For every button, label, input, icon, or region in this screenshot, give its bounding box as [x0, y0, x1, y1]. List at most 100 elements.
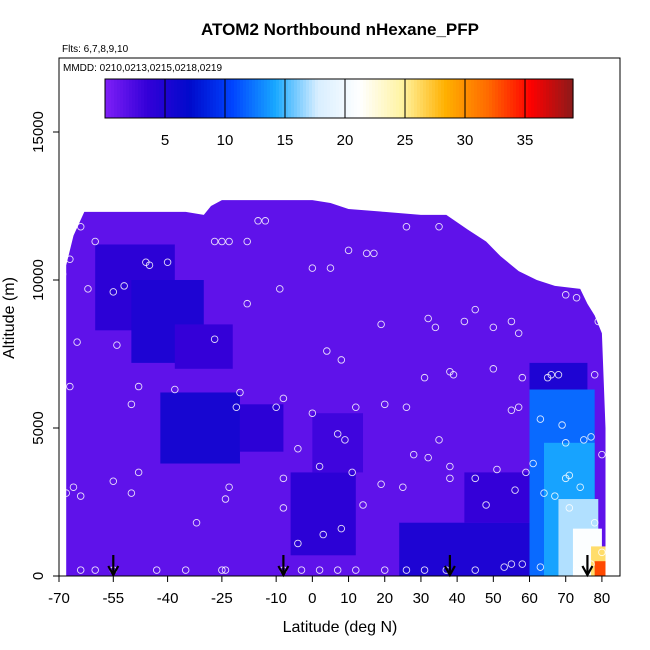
colorbar-segment: [429, 79, 433, 118]
colorbar-segment: [156, 79, 160, 118]
colorbar-segment: [303, 79, 307, 118]
colorbar-tick-label: 10: [217, 132, 234, 149]
colorbar-segment: [540, 79, 544, 118]
sample-point: [294, 539, 302, 548]
sample-point: [471, 474, 479, 483]
sample-point: [507, 317, 516, 326]
colorbar-segment: [306, 79, 310, 118]
sample-point: [297, 566, 306, 574]
sample-point: [243, 237, 251, 246]
colorbar-segment: [291, 79, 295, 118]
colorbar-segment: [216, 79, 220, 118]
sample-point: [333, 566, 342, 574]
colorbar-segment: [300, 79, 304, 118]
colorbar-segment: [450, 79, 454, 118]
sample-point: [420, 566, 429, 574]
colorbar-segment: [123, 79, 127, 118]
x-tick-label: 50: [485, 590, 502, 607]
sample-point: [424, 314, 432, 323]
sample-point: [236, 388, 244, 397]
sample-point: [511, 486, 519, 494]
colorbar-segment: [525, 79, 529, 118]
colorbar-segment: [501, 79, 505, 118]
sample-point: [399, 483, 407, 491]
sample-point: [554, 370, 563, 379]
colorbar-segment: [294, 79, 298, 118]
x-tick-label: -40: [157, 590, 179, 607]
colorbar-segment: [288, 79, 292, 118]
colorbar-segment: [171, 79, 175, 118]
colorbar-segment: [513, 79, 517, 118]
x-tick-label: 10: [340, 590, 357, 607]
colorbar-segment: [345, 79, 349, 118]
sample-point: [134, 382, 143, 391]
colorbar-segment: [114, 79, 118, 118]
colorbar-tick-label: 25: [397, 132, 414, 149]
sample-point: [66, 382, 74, 391]
colorbar-segment: [327, 79, 331, 118]
colorbar-segment: [555, 79, 559, 118]
x-tick-label: -70: [48, 590, 70, 607]
colorbar-segment: [252, 79, 256, 118]
colorbar-segment: [381, 79, 385, 118]
colorbar-segment: [414, 79, 418, 118]
sample-point: [471, 566, 479, 574]
y-tick-label: 5000: [30, 411, 47, 444]
sample-point: [540, 489, 548, 497]
chart-title: ATOM2 Northbound nHexane_PFP: [201, 20, 479, 39]
sample-point: [402, 403, 411, 412]
y-tick-label: 15000: [30, 111, 47, 153]
sample-point: [547, 370, 555, 379]
colorbar-segment: [390, 79, 394, 118]
colorbar-segment: [177, 79, 181, 118]
profile-arrow-head: [107, 565, 120, 578]
colorbar-segment: [297, 79, 301, 118]
colorbar-segment: [351, 79, 355, 118]
sample-point: [565, 504, 574, 512]
colorbar-segment: [462, 79, 466, 118]
colorbar-segment: [324, 79, 328, 118]
colorbar-segment: [420, 79, 424, 118]
profile-arrow-head: [443, 565, 456, 578]
sample-point: [276, 285, 284, 293]
sample-point: [529, 459, 537, 468]
sample-point: [507, 560, 516, 568]
colorbar-segment: [195, 79, 199, 118]
sample-point: [580, 436, 588, 444]
sample-point: [377, 480, 385, 488]
sample-point: [315, 462, 324, 471]
colorbar-segment: [141, 79, 145, 118]
colorbar-segment: [558, 79, 562, 118]
sample-point: [218, 566, 226, 574]
sample-point: [344, 246, 353, 255]
colorbar-segment: [246, 79, 250, 118]
colorbar-segment: [132, 79, 136, 118]
sample-point: [109, 288, 118, 296]
sample-point: [565, 471, 574, 480]
colorbar-segment: [273, 79, 277, 118]
sample-points: [58, 217, 606, 574]
colorbar-segment: [477, 79, 481, 118]
colorbar-segment: [357, 79, 361, 118]
heatmap-cell: [160, 392, 240, 464]
sample-point: [127, 400, 136, 409]
sample-point: [171, 385, 179, 394]
colorbar-segment: [561, 79, 565, 118]
sample-point: [120, 282, 128, 290]
profile-markers: [107, 555, 594, 578]
colorbar-segment: [342, 79, 346, 118]
colorbar-segment: [447, 79, 451, 118]
dates-note: MMDD: 0210,0213,0215,0218,0219: [63, 63, 222, 74]
sample-point: [352, 403, 360, 412]
heatmap-cell: [174, 324, 233, 369]
colorbar-segment: [459, 79, 463, 118]
colorbar-segment: [276, 79, 280, 118]
sample-point: [460, 317, 469, 326]
sample-point: [598, 548, 606, 557]
colorbar-segment: [402, 79, 406, 118]
sample-point: [489, 323, 498, 332]
sample-point: [435, 436, 443, 444]
sample-point: [402, 566, 411, 574]
colorbar-segment: [405, 79, 409, 118]
colorbar-segment: [498, 79, 502, 118]
